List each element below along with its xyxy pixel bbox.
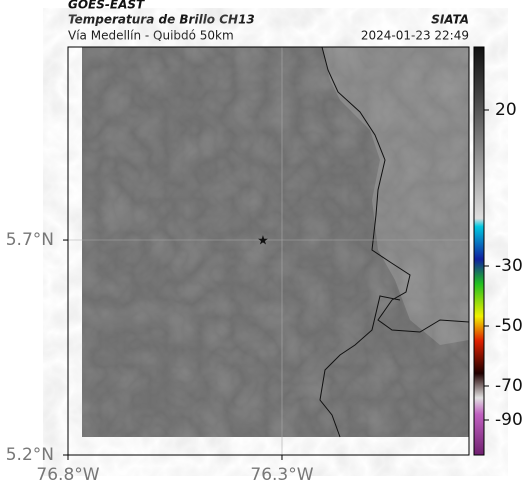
x-tick-label: 76.3°W <box>250 465 313 485</box>
region: Vía Medellín - Quibdó 50km <box>68 29 234 43</box>
colorbar-tick-label: 20 <box>495 100 517 120</box>
map-frame <box>67 46 470 456</box>
axes: 76.8°W 76.3°W 5.7°N 5.2°N 20 -30 -50 -70 -90 <box>6 100 523 485</box>
colorbar-tick-label: -30 <box>495 256 523 276</box>
y-tick-label: 5.2°N <box>6 445 54 465</box>
datetime: 2024-01-23 22:49 <box>361 29 469 43</box>
colorbar-tick-label: -50 <box>495 316 523 336</box>
agency: SIATA <box>431 13 469 27</box>
x-tick-label: 76.8°W <box>36 465 99 485</box>
product: Temperatura de Brillo CH13 <box>68 13 255 27</box>
satellite-image: ★ <box>68 46 470 455</box>
location-marker: ★ <box>257 234 269 249</box>
colorbar <box>473 46 485 456</box>
y-tick-label: 5.7°N <box>6 230 54 250</box>
source: GOES-EAST <box>68 0 145 12</box>
colorbar-tick-label: -90 <box>495 410 523 430</box>
colorbar-tick-label: -70 <box>495 376 523 396</box>
